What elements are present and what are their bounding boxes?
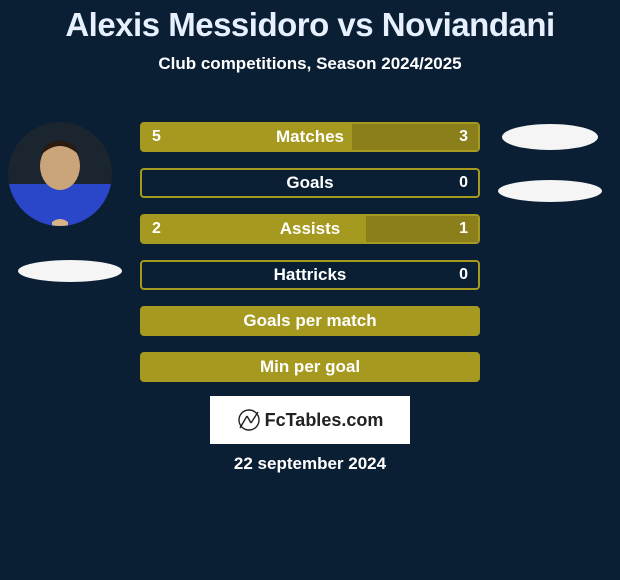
player-right-placeholder-top — [502, 124, 598, 150]
stat-label: Assists — [280, 219, 340, 239]
subtitle: Club competitions, Season 2024/2025 — [0, 54, 620, 74]
stat-value-right: 0 — [459, 266, 468, 284]
stat-row-min-per-goal: Min per goal — [140, 352, 480, 382]
stat-label: Goals — [286, 173, 333, 193]
stat-label: Min per goal — [260, 357, 360, 377]
stat-row-hattricks: 0 Hattricks — [140, 260, 480, 290]
fctables-badge: FcTables.com — [210, 396, 410, 444]
stat-value-right: 0 — [459, 174, 468, 192]
date-label: 22 september 2024 — [0, 454, 620, 474]
player-left-avatar — [8, 122, 112, 226]
stat-value-left: 5 — [152, 128, 161, 146]
stat-row-goals: 0 Goals — [140, 168, 480, 198]
stat-row-assists: 2 1 Assists — [140, 214, 480, 244]
stat-label: Goals per match — [243, 311, 376, 331]
player-left-shadow — [18, 260, 122, 282]
fctables-icon — [237, 408, 261, 432]
stat-row-goals-per-match: Goals per match — [140, 306, 480, 336]
page-title: Alexis Messidoro vs Noviandani — [0, 0, 620, 44]
stat-row-matches: 5 3 Matches — [140, 122, 480, 152]
stat-value-right: 3 — [459, 128, 468, 146]
player-right-shadow — [498, 180, 602, 202]
fctables-label: FcTables.com — [265, 410, 384, 431]
stat-value-left: 2 — [152, 220, 161, 238]
stat-label: Matches — [276, 127, 344, 147]
stat-label: Hattricks — [274, 265, 347, 285]
stats-container: 5 3 Matches 0 Goals 2 1 Assists 0 Hattricks Goals … — [140, 122, 480, 398]
stat-value-right: 1 — [459, 220, 468, 238]
